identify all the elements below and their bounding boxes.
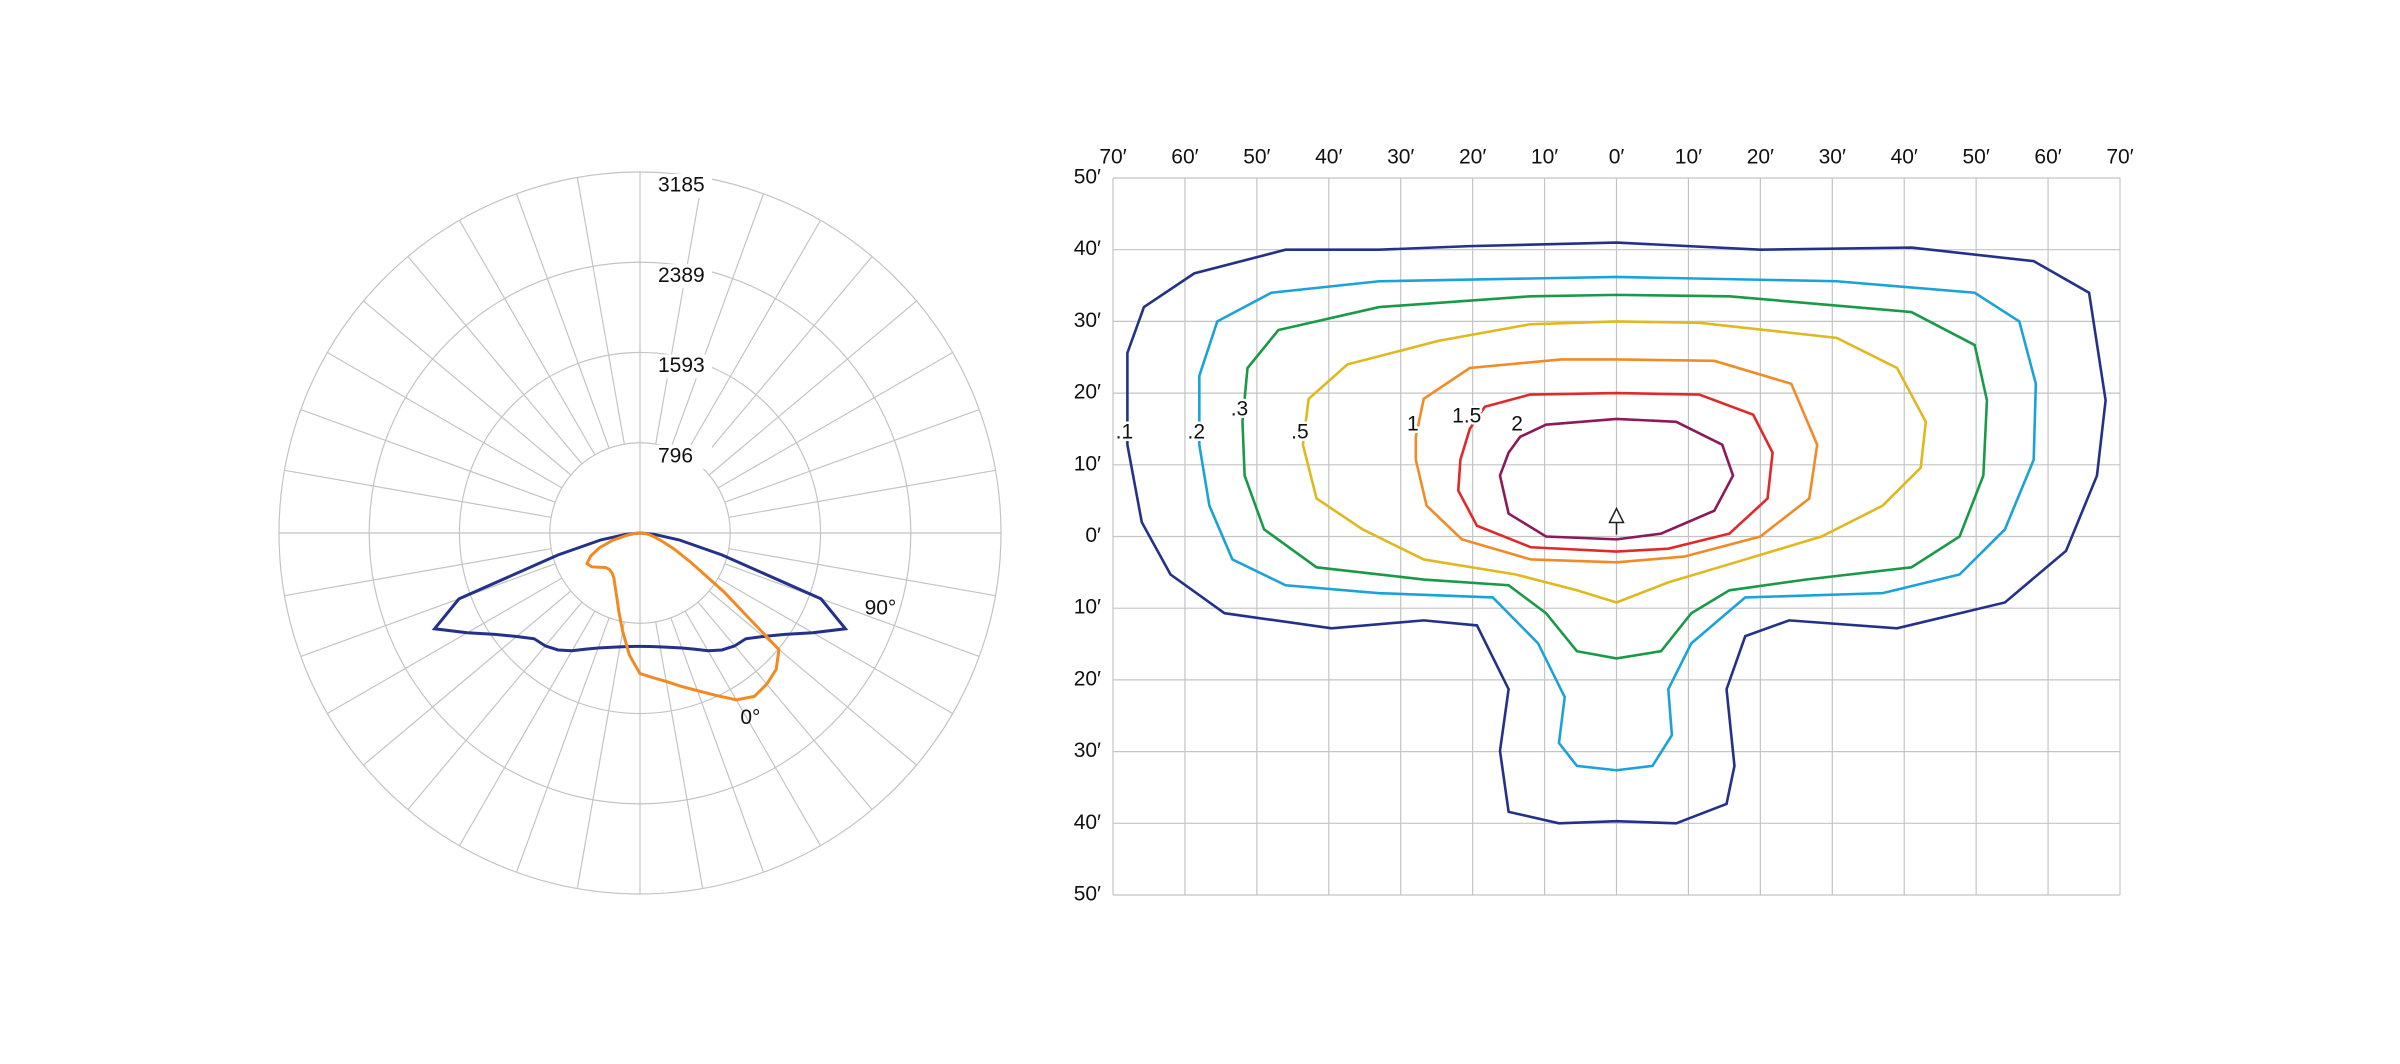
x-tick-label: 10′ — [1675, 146, 1702, 169]
x-tick-label: 40′ — [1891, 146, 1918, 169]
contour-line — [1414, 358, 1819, 564]
series-label: 0° — [740, 706, 760, 729]
contour-line — [1241, 293, 1989, 660]
x-tick-label: 20′ — [1459, 146, 1486, 169]
r-tick-label: 1593 — [658, 354, 705, 377]
spoke — [724, 563, 980, 658]
r-tick-label: 2389 — [658, 264, 705, 287]
spoke — [458, 610, 596, 846]
spoke — [407, 256, 583, 465]
spoke — [728, 548, 996, 597]
x-tick-label: 70′ — [2106, 146, 2133, 169]
x-tick-label: 0′ — [1609, 146, 1625, 169]
spoke — [300, 563, 556, 658]
x-tick-label: 10′ — [1531, 146, 1558, 169]
y-tick-label: 50′ — [1074, 883, 1101, 906]
spoke — [655, 621, 704, 889]
ring-label-bg — [654, 264, 712, 289]
spoke — [284, 548, 552, 597]
luminaire-marker — [1608, 506, 1625, 524]
contour-line — [1498, 417, 1735, 541]
y-tick-label: 30′ — [1074, 739, 1101, 762]
x-tick-label: 70′ — [1099, 146, 1126, 169]
series-label: 90° — [865, 596, 897, 619]
y-tick-label: 30′ — [1074, 309, 1101, 332]
contour-line — [1126, 241, 2107, 825]
spoke — [717, 577, 953, 715]
y-tick-label: 10′ — [1074, 452, 1101, 475]
spoke — [655, 177, 704, 445]
spoke — [363, 590, 572, 766]
x-tick-label: 50′ — [1243, 146, 1270, 169]
ring — [368, 261, 912, 805]
spoke — [300, 408, 556, 503]
y-tick-label: 20′ — [1074, 667, 1101, 690]
spoke — [327, 577, 563, 715]
y-tick-label: 10′ — [1074, 596, 1101, 619]
ring-label-bg — [654, 354, 712, 379]
ring-label-bg — [654, 174, 712, 198]
spoke — [728, 469, 996, 518]
spoke — [363, 300, 572, 476]
x-tick-label: 50′ — [1962, 146, 1989, 169]
polar-curve — [585, 531, 781, 702]
spoke — [670, 617, 765, 873]
spoke — [407, 601, 583, 810]
ring — [549, 442, 731, 624]
x-tick-label: 60′ — [1171, 146, 1198, 169]
r-tick-label: 796 — [658, 444, 693, 467]
spoke — [724, 408, 980, 503]
spoke — [708, 300, 917, 476]
x-tick-label: 60′ — [2034, 146, 2061, 169]
ring — [458, 351, 822, 715]
y-tick-label: 0′ — [1085, 524, 1101, 547]
contour-line — [1456, 391, 1774, 553]
contour-label: 1.5 — [1452, 404, 1481, 427]
spoke — [576, 177, 625, 445]
contour-label: .5 — [1291, 420, 1309, 443]
spoke — [284, 469, 552, 518]
contour-label: 2 — [1511, 412, 1523, 435]
spoke — [670, 193, 765, 449]
r-tick-label: 3185 — [658, 174, 705, 197]
x-tick-label: 20′ — [1747, 146, 1774, 169]
contour-label: .1 — [1116, 420, 1134, 443]
spoke — [717, 351, 953, 489]
ring-label-bg — [654, 444, 712, 469]
x-tick-label: 30′ — [1819, 146, 1846, 169]
spoke — [576, 621, 625, 889]
spoke — [515, 193, 610, 449]
contour-label: .2 — [1188, 420, 1206, 443]
spoke — [458, 220, 596, 456]
x-tick-label: 40′ — [1315, 146, 1342, 169]
spoke — [684, 220, 822, 456]
y-tick-label: 50′ — [1074, 166, 1101, 189]
y-tick-label: 40′ — [1074, 811, 1101, 834]
contour-label: 1 — [1407, 412, 1419, 435]
spoke — [697, 256, 873, 465]
x-tick-label: 30′ — [1387, 146, 1414, 169]
y-tick-label: 40′ — [1074, 237, 1101, 260]
spoke — [515, 617, 610, 873]
spoke — [697, 601, 873, 810]
contour-line — [1301, 320, 1928, 604]
y-tick-label: 20′ — [1074, 381, 1101, 404]
spoke — [708, 590, 917, 766]
spoke — [327, 351, 563, 489]
polar-curve — [431, 531, 849, 653]
contour-line — [1198, 275, 2038, 772]
ring — [278, 171, 1002, 895]
contour-label: .3 — [1231, 397, 1249, 420]
